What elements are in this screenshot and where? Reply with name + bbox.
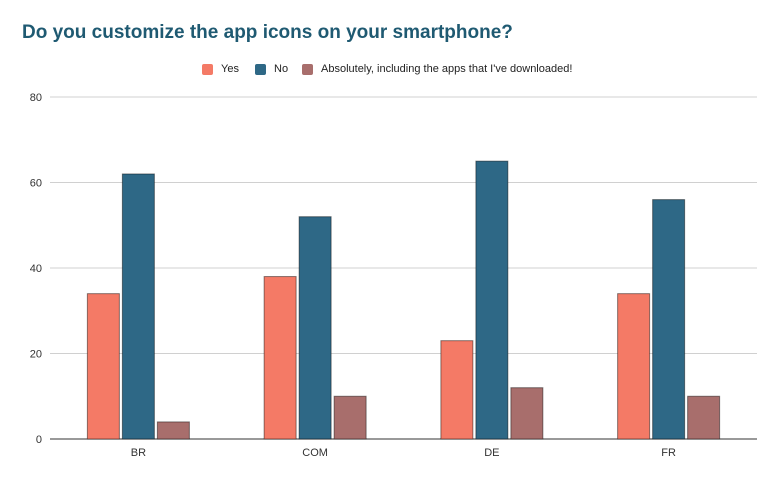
y-tick-label: 40 (30, 263, 42, 275)
bar (510, 387, 544, 440)
bar (687, 395, 721, 440)
bar (86, 293, 120, 440)
bar (156, 421, 190, 440)
bar (263, 276, 297, 440)
legend-swatch-yes (202, 63, 213, 75)
legend-item-no: No (255, 60, 288, 78)
bar (440, 340, 474, 440)
legend-item-absolutely: Absolutely, including the apps that I've… (302, 60, 572, 78)
legend-swatch-no (255, 63, 266, 75)
x-tick-label: COM (302, 447, 328, 459)
legend-swatch-absolutely (302, 63, 313, 75)
bar (121, 173, 155, 440)
chart-title: Do you customize the app icons on your s… (22, 22, 513, 43)
y-tick-label: 20 (30, 349, 42, 361)
legend-label-yes: Yes (221, 63, 239, 75)
legend-item-yes: Yes (202, 60, 239, 78)
legend-label-no: No (274, 63, 289, 75)
bar (298, 216, 332, 440)
x-tick-label: FR (661, 447, 676, 459)
x-tick-label: BR (131, 447, 146, 459)
bar (475, 160, 509, 440)
legend-label-absolutely: Absolutely, including the apps that I've… (321, 63, 573, 75)
x-tick-label: DE (484, 447, 499, 459)
bar (333, 395, 367, 440)
legend: Yes No Absolutely, including the apps th… (0, 60, 782, 78)
bar (652, 199, 686, 440)
bar (617, 293, 651, 440)
y-tick-label: 0 (36, 434, 42, 446)
y-tick-label: 80 (30, 92, 42, 104)
y-tick-label: 60 (30, 178, 42, 190)
